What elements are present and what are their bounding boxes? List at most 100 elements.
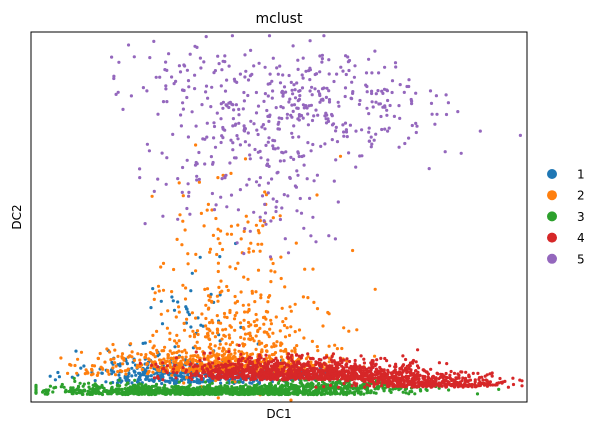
data-point bbox=[327, 98, 332, 102]
data-point bbox=[254, 223, 258, 227]
data-point bbox=[252, 375, 256, 379]
data-point bbox=[304, 104, 308, 108]
data-point bbox=[448, 376, 452, 380]
data-point bbox=[497, 387, 501, 391]
data-point bbox=[196, 386, 200, 390]
data-point bbox=[219, 229, 223, 233]
data-point bbox=[297, 328, 302, 332]
data-point bbox=[341, 69, 345, 73]
data-point bbox=[347, 68, 351, 73]
data-point bbox=[300, 86, 305, 90]
data-point bbox=[371, 380, 375, 384]
data-point bbox=[332, 79, 336, 84]
data-point bbox=[195, 355, 199, 359]
data-point bbox=[257, 183, 261, 187]
data-point bbox=[310, 93, 314, 97]
data-point bbox=[498, 376, 502, 381]
data-point bbox=[315, 193, 319, 197]
data-point bbox=[268, 72, 272, 76]
data-point bbox=[84, 368, 88, 372]
data-point bbox=[202, 224, 206, 228]
data-point bbox=[301, 362, 305, 367]
data-point bbox=[220, 337, 224, 341]
data-point bbox=[220, 177, 224, 181]
data-point bbox=[73, 363, 77, 368]
data-point bbox=[373, 354, 377, 358]
data-point bbox=[201, 391, 205, 395]
data-point bbox=[210, 375, 214, 379]
data-point bbox=[136, 384, 140, 388]
data-point bbox=[350, 384, 354, 388]
data-point bbox=[286, 368, 290, 373]
data-point bbox=[369, 374, 373, 378]
data-point bbox=[295, 81, 299, 85]
data-point bbox=[339, 387, 343, 391]
data-point bbox=[210, 392, 215, 396]
data-point bbox=[245, 351, 249, 355]
data-point bbox=[330, 372, 334, 376]
data-point bbox=[298, 362, 302, 366]
data-point bbox=[280, 386, 284, 390]
data-point bbox=[124, 389, 128, 393]
data-point bbox=[173, 363, 177, 368]
data-point bbox=[271, 138, 275, 142]
data-point bbox=[145, 89, 149, 93]
data-point bbox=[175, 333, 179, 337]
data-point bbox=[379, 114, 383, 119]
data-point bbox=[120, 355, 124, 359]
data-point bbox=[323, 362, 327, 366]
data-point bbox=[179, 113, 183, 117]
data-point bbox=[62, 385, 66, 389]
data-point bbox=[216, 237, 220, 241]
data-point bbox=[480, 375, 484, 379]
data-point bbox=[358, 98, 362, 103]
data-point bbox=[518, 133, 523, 137]
data-point bbox=[194, 269, 198, 273]
data-point bbox=[327, 89, 331, 93]
data-point bbox=[347, 359, 352, 364]
data-point bbox=[83, 388, 87, 392]
data-point bbox=[129, 387, 133, 391]
data-point bbox=[298, 94, 302, 98]
data-point bbox=[183, 389, 188, 393]
data-point bbox=[339, 389, 343, 393]
data-point bbox=[293, 330, 297, 334]
data-point bbox=[377, 371, 382, 375]
data-point bbox=[235, 299, 240, 303]
data-point bbox=[210, 354, 214, 358]
data-point bbox=[152, 297, 156, 301]
data-point bbox=[317, 363, 321, 367]
data-point bbox=[245, 390, 249, 395]
data-point bbox=[208, 247, 213, 251]
data-point bbox=[372, 138, 376, 142]
data-point bbox=[223, 54, 227, 58]
data-point bbox=[264, 353, 268, 357]
data-point bbox=[360, 128, 364, 132]
data-point bbox=[278, 217, 282, 222]
data-point bbox=[290, 349, 294, 353]
data-point bbox=[88, 387, 92, 391]
data-point bbox=[269, 322, 273, 326]
data-point bbox=[51, 390, 55, 394]
data-point bbox=[306, 123, 310, 127]
data-point bbox=[187, 313, 191, 317]
data-point bbox=[268, 391, 272, 395]
data-point bbox=[180, 190, 184, 194]
data-point bbox=[339, 65, 343, 69]
data-point bbox=[452, 371, 457, 375]
data-point bbox=[206, 96, 210, 100]
data-point bbox=[266, 114, 270, 118]
data-point bbox=[156, 354, 160, 358]
data-point bbox=[367, 126, 371, 130]
data-point bbox=[301, 56, 305, 60]
data-point bbox=[238, 385, 243, 389]
data-point bbox=[306, 141, 310, 145]
data-point bbox=[399, 382, 403, 386]
data-point bbox=[488, 383, 492, 387]
data-point bbox=[291, 379, 295, 383]
data-point bbox=[312, 300, 316, 304]
data-point bbox=[269, 269, 273, 273]
data-point bbox=[266, 191, 270, 195]
data-point bbox=[174, 376, 178, 380]
data-point bbox=[291, 391, 295, 395]
